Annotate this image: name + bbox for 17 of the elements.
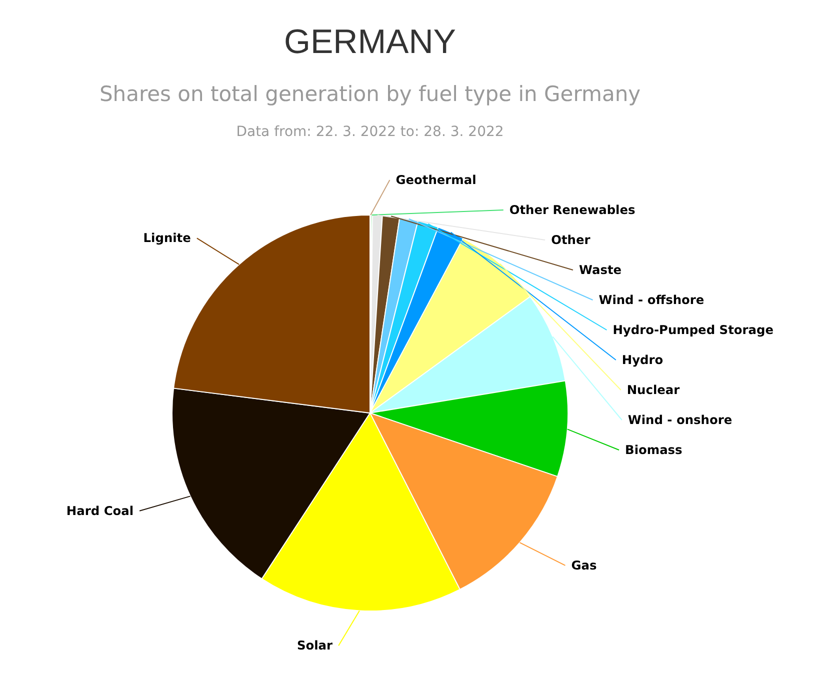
- slice-label: Solar: [296, 638, 333, 653]
- chart-title: GERMANY: [284, 23, 456, 61]
- slice-label: Gas: [571, 558, 597, 572]
- slice-label: Wind - onshore: [628, 413, 732, 427]
- slice-label: Hydro: [622, 353, 664, 367]
- slice-label: Wind - offshore: [598, 293, 704, 307]
- slice-label: Hard Coal: [66, 504, 134, 518]
- slice-label: Nuclear: [626, 383, 680, 397]
- slice-label: Lignite: [143, 231, 191, 246]
- slice-label: Waste: [578, 263, 622, 277]
- slice-label: Other Renewables: [509, 203, 636, 217]
- slice-label: Hydro-Pumped Storage: [612, 323, 774, 337]
- slice-label: Biomass: [625, 443, 682, 457]
- slice-label: Other: [551, 233, 590, 247]
- text: Data from: 22. 3. 2022 to: 28. 3. 2022: [236, 124, 504, 140]
- chart-subtitle: Shares on total generation by fuel type in Germany: [99, 82, 641, 106]
- slice-label: Geothermal: [396, 173, 476, 187]
